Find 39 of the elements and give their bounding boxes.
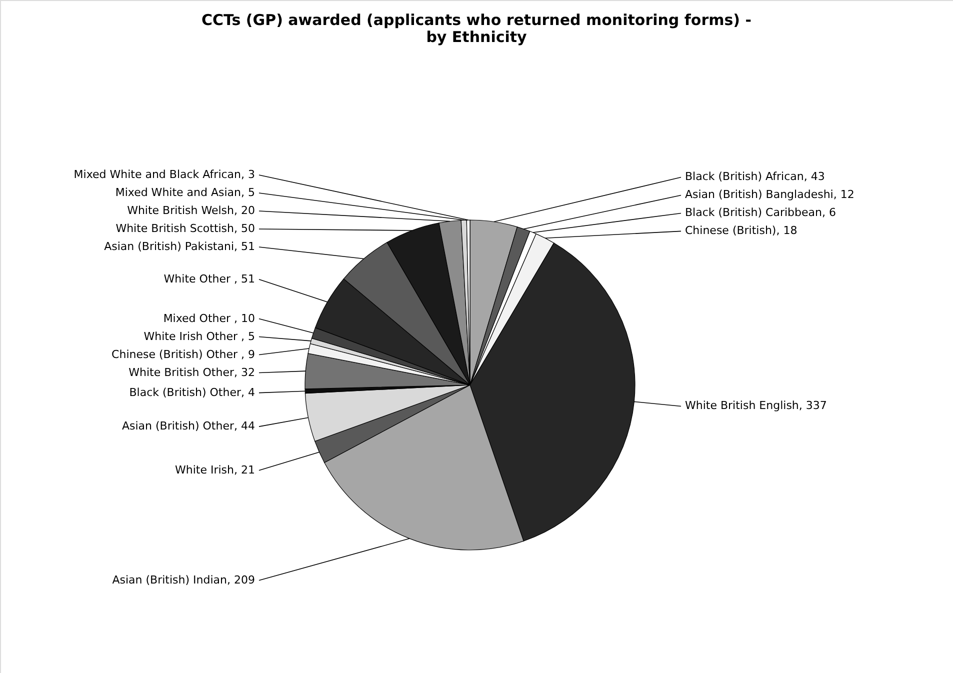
slice-label: Asian (British) Indian xyxy=(112,573,228,586)
data-label: , 337 xyxy=(798,399,827,412)
data-label: , 51 xyxy=(234,240,256,254)
slice-label: Mixed White and Black African xyxy=(74,168,242,182)
data-label: , 3 xyxy=(241,168,256,182)
slice-label: White Irish Other xyxy=(144,330,238,343)
data-label: , 9 xyxy=(241,348,256,361)
slice-label: White Other xyxy=(164,272,231,286)
slice-label: White British Other xyxy=(128,366,234,379)
data-label: , 32 xyxy=(234,366,256,379)
slice-label: White British English xyxy=(685,399,799,412)
data-label: , 20 xyxy=(234,204,256,218)
data-label: , 50 xyxy=(234,222,256,236)
data-label: , 21 xyxy=(234,463,256,476)
slice-label: White Irish xyxy=(175,463,234,476)
slice-label: Chinese (British) Other xyxy=(112,348,238,361)
data-label: , 44 xyxy=(234,420,256,433)
slice-label: Asian (British) Bangladeshi xyxy=(685,188,834,202)
slice-label: White British Scottish xyxy=(116,222,234,236)
data-label: , 51 xyxy=(234,272,256,286)
data-label: , 5 xyxy=(241,186,256,200)
data-label: , 5 xyxy=(241,330,256,343)
slice-label: Black (British) African xyxy=(685,170,804,184)
data-label: , 6 xyxy=(822,206,836,220)
data-label: , 12 xyxy=(833,188,854,202)
data-label: , 4 xyxy=(241,386,256,399)
data-label: , 10 xyxy=(234,312,256,325)
slice-label: Mixed White and Asian xyxy=(115,186,242,200)
slice-label: Asian (British) Other xyxy=(122,420,234,433)
chart-title: CCTs (GP) awarded (applicants who returned monitoring forms) - by Ethnicity xyxy=(202,11,752,46)
slice-label: White British Welsh xyxy=(127,204,234,218)
slice-label: Asian (British) Pakistani xyxy=(104,240,234,254)
slice-label: Mixed Other xyxy=(163,312,231,325)
slice-label: Chinese (British) xyxy=(685,224,776,238)
data-label: , 43 xyxy=(804,170,825,184)
data-label: , 209 xyxy=(227,573,256,586)
data-label: , 18 xyxy=(776,224,798,238)
slice-label: Black (British) Caribbean xyxy=(685,206,822,220)
slice-label: Black (British) Other xyxy=(129,386,242,399)
